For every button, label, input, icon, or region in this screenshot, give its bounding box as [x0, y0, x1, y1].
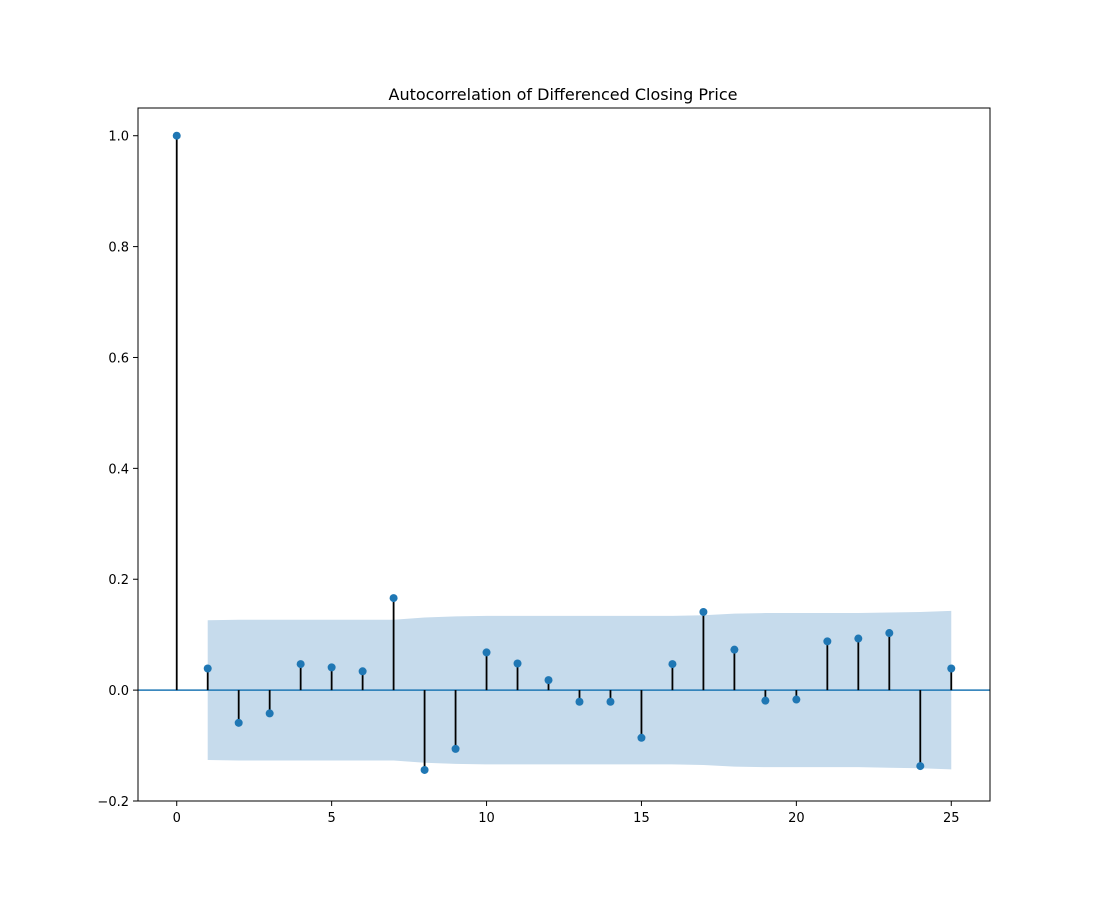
x-tick-label: 5	[327, 811, 335, 826]
y-tick-label: 0.6	[108, 351, 129, 366]
y-tick-label: 0.2	[108, 573, 129, 588]
acf-point-lag-12	[544, 676, 553, 685]
acf-point-lag-17	[699, 607, 708, 616]
x-tick-label: 15	[633, 811, 650, 826]
acf-point-lag-0	[172, 131, 181, 140]
acf-point-lag-9	[451, 744, 460, 753]
acf-point-lag-16	[668, 660, 677, 669]
acf-point-lag-2	[234, 718, 243, 727]
stem-layer	[175, 135, 953, 770]
plot-frame	[137, 107, 991, 802]
y-tick-label: 0.8	[108, 241, 129, 256]
y-tick-label: −0.2	[97, 795, 129, 810]
x-tick-label: 10	[478, 811, 495, 826]
acf-point-lag-8	[420, 765, 429, 774]
x-tick-label: 25	[943, 811, 960, 826]
acf-point-lag-3	[265, 709, 274, 718]
y-tick-label: 1.0	[108, 130, 129, 145]
chart-title: Autocorrelation of Differenced Closing P…	[389, 85, 738, 104]
x-tick-label: 20	[788, 811, 805, 826]
acf-point-lag-11	[513, 659, 522, 668]
acf-point-lag-4	[296, 660, 305, 669]
y-tick-label: 0.4	[108, 462, 129, 477]
acf-point-lag-20	[792, 695, 801, 704]
acf-point-lag-13	[575, 697, 584, 706]
acf-point-lag-7	[389, 594, 398, 603]
acf-point-lag-6	[358, 667, 367, 676]
acf-point-lag-22	[854, 634, 863, 643]
x-tick-label: 0	[173, 811, 181, 826]
acf-point-lag-14	[606, 697, 615, 706]
acf-point-lag-1	[203, 664, 212, 673]
marker-layer	[172, 131, 956, 774]
acf-point-lag-18	[730, 645, 739, 654]
acf-point-lag-21	[823, 637, 832, 646]
y-tick-label: 0.0	[108, 684, 129, 699]
acf-point-lag-15	[637, 733, 646, 742]
x-axis-ticks: 0 5 10 15 20 25	[173, 801, 960, 826]
acf-point-lag-10	[482, 648, 491, 657]
acf-point-lag-19	[761, 696, 770, 705]
acf-point-lag-24	[916, 762, 925, 771]
acf-point-lag-25	[947, 664, 956, 673]
acf-point-lag-5	[327, 663, 336, 672]
y-axis-ticks: −0.2 0.0 0.2 0.4 0.6 0.8 1.0	[97, 130, 138, 810]
acf-point-lag-23	[885, 629, 894, 638]
